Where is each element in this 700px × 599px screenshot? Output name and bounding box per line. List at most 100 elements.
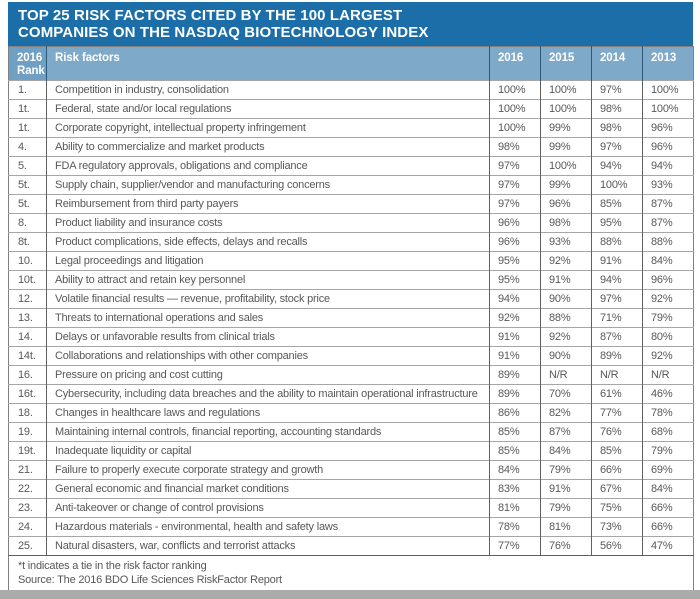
value-2016-cell: 85% [489, 422, 541, 442]
value-2015-cell: 91% [540, 270, 592, 290]
value-2016-cell: 83% [489, 479, 541, 499]
rank-cell: 4. [8, 137, 47, 157]
rank-cell: 1. [8, 80, 47, 100]
value-2016-cell: 86% [489, 403, 541, 423]
risk-factor-cell: Product liability and insurance costs [46, 213, 490, 233]
rank-cell: 5t. [8, 175, 47, 195]
rank-cell: 8. [8, 213, 47, 233]
value-2014-cell: 67% [591, 479, 643, 499]
value-2014-cell: 100% [591, 175, 643, 195]
value-2015-cell: 76% [540, 536, 592, 556]
risk-factor-cell: Collaborations and relationships with ot… [46, 346, 490, 366]
risk-factor-table: 2016 Rank Risk factors 2016 2015 2014 20… [8, 46, 694, 592]
value-2015-cell: 92% [540, 251, 592, 271]
column-header-2014: 2014 [591, 46, 643, 81]
table-row: 1t. Federal, state and/or local regulatio… [8, 99, 694, 119]
table-footer: *t indicates a tie in the risk factor ra… [8, 555, 694, 592]
value-2016-cell: 91% [489, 346, 541, 366]
value-2014-cell: 91% [591, 251, 643, 271]
value-2014-cell: 94% [591, 270, 643, 290]
value-2013-cell: 96% [642, 137, 694, 157]
value-2014-cell: 61% [591, 384, 643, 404]
risk-factor-cell: Changes in healthcare laws and regulatio… [46, 403, 490, 423]
table-row: 16. Pressure on pricing and cost cutting 8… [8, 365, 694, 385]
risk-factor-cell: Volatile financial results — revenue, pr… [46, 289, 490, 309]
value-2015-cell: 84% [540, 441, 592, 461]
risk-factor-cell: Maintaining internal controls, financial… [46, 422, 490, 442]
table-row: 14. Delays or unfavorable results from cl… [8, 327, 694, 347]
source-line: Source: The 2016 BDO Life Sciences RiskF… [18, 574, 282, 586]
risk-factor-table-figure: TOP 25 RISK FACTORS CITED BY THE 100 LAR… [8, 2, 694, 592]
risk-factor-cell: Cybersecurity, including data breaches a… [46, 384, 490, 404]
value-2013-cell: N/R [642, 365, 694, 385]
value-2013-cell: 84% [642, 251, 694, 271]
risk-factor-cell: Failure to properly execute corporate st… [46, 460, 490, 480]
value-2016-cell: 100% [489, 99, 541, 119]
table-title-line-1: TOP 25 RISK FACTORS CITED BY THE 100 LAR… [18, 7, 403, 24]
value-2015-cell: 79% [540, 460, 592, 480]
value-2014-cell: 85% [591, 441, 643, 461]
value-2014-cell: 75% [591, 498, 643, 518]
table-row: 8. Product liability and insurance costs 9… [8, 213, 694, 233]
table-row: 5t. Supply chain, supplier/vendor and man… [8, 175, 694, 195]
table-row: 22. General economic and financial market… [8, 479, 694, 499]
value-2013-cell: 100% [642, 80, 694, 100]
risk-factor-cell: Reimbursement from third party payers [46, 194, 490, 214]
value-2015-cell: 99% [540, 175, 592, 195]
table-header: 2016 Rank Risk factors 2016 2015 2014 20… [8, 46, 694, 81]
value-2016-cell: 84% [489, 460, 541, 480]
value-2016-cell: 92% [489, 308, 541, 328]
table-row: 25. Natural disasters, war, conflicts and… [8, 536, 694, 556]
value-2014-cell: 76% [591, 422, 643, 442]
column-header-2013: 2013 [642, 46, 694, 81]
value-2016-cell: 97% [489, 194, 541, 214]
table-row: 16t. Cybersecurity, including data breach… [8, 384, 694, 404]
value-2013-cell: 92% [642, 289, 694, 309]
risk-factor-cell: Pressure on pricing and cost cutting [46, 365, 490, 385]
risk-factor-cell: Supply chain, supplier/vendor and manufa… [46, 175, 490, 195]
value-2013-cell: 100% [642, 99, 694, 119]
value-2016-cell: 95% [489, 251, 541, 271]
table-row: 10. Legal proceedings and litigation 95% 92… [8, 251, 694, 271]
value-2016-cell: 95% [489, 270, 541, 290]
table-title: TOP 25 RISK FACTORS CITED BY THE 100 LAR… [8, 2, 693, 46]
value-2014-cell: 97% [591, 80, 643, 100]
rank-cell: 19t. [8, 441, 47, 461]
rank-cell: 16t. [8, 384, 47, 404]
value-2015-cell: 100% [540, 156, 592, 176]
column-header-rank-line-1: 2016 [17, 52, 43, 64]
value-2015-cell: 96% [540, 194, 592, 214]
table-row: 5t. Reimbursement from third party payers… [8, 194, 694, 214]
risk-factor-cell: Competition in industry, consolidation [46, 80, 490, 100]
rank-cell: 14t. [8, 346, 47, 366]
value-2014-cell: 87% [591, 327, 643, 347]
risk-factor-cell: FDA regulatory approvals, obligations an… [46, 156, 490, 176]
value-2016-cell: 91% [489, 327, 541, 347]
value-2014-cell: 94% [591, 156, 643, 176]
rank-cell: 8t. [8, 232, 47, 252]
value-2016-cell: 81% [489, 498, 541, 518]
table-row: 19t. Inadequate liquidity or capital 85% 84… [8, 441, 694, 461]
bottom-gray-strip [0, 590, 700, 599]
value-2014-cell: 98% [591, 99, 643, 119]
rank-cell: 5. [8, 156, 47, 176]
value-2015-cell: 99% [540, 118, 592, 138]
rank-cell: 12. [8, 289, 47, 309]
table-row: 19. Maintaining internal controls, financ… [8, 422, 694, 442]
value-2016-cell: 97% [489, 175, 541, 195]
table-row: 23. Anti-takeover or change of control pr… [8, 498, 694, 518]
value-2014-cell: 98% [591, 118, 643, 138]
value-2014-cell: 88% [591, 232, 643, 252]
value-2013-cell: 47% [642, 536, 694, 556]
column-header-risk-factors: Risk factors [46, 46, 490, 81]
value-2015-cell: 82% [540, 403, 592, 423]
risk-factor-cell: Hazardous materials - environmental, hea… [46, 517, 490, 537]
value-2015-cell: 99% [540, 137, 592, 157]
table-row: 13. Threats to international operations a… [8, 308, 694, 328]
value-2015-cell: 91% [540, 479, 592, 499]
table-row: 8t. Product complications, side effects, … [8, 232, 694, 252]
table-row: 5. FDA regulatory approvals, obligations … [8, 156, 694, 176]
risk-factor-cell: Threats to international operations and … [46, 308, 490, 328]
value-2013-cell: 46% [642, 384, 694, 404]
table-row: 21. Failure to properly execute corporate… [8, 460, 694, 480]
